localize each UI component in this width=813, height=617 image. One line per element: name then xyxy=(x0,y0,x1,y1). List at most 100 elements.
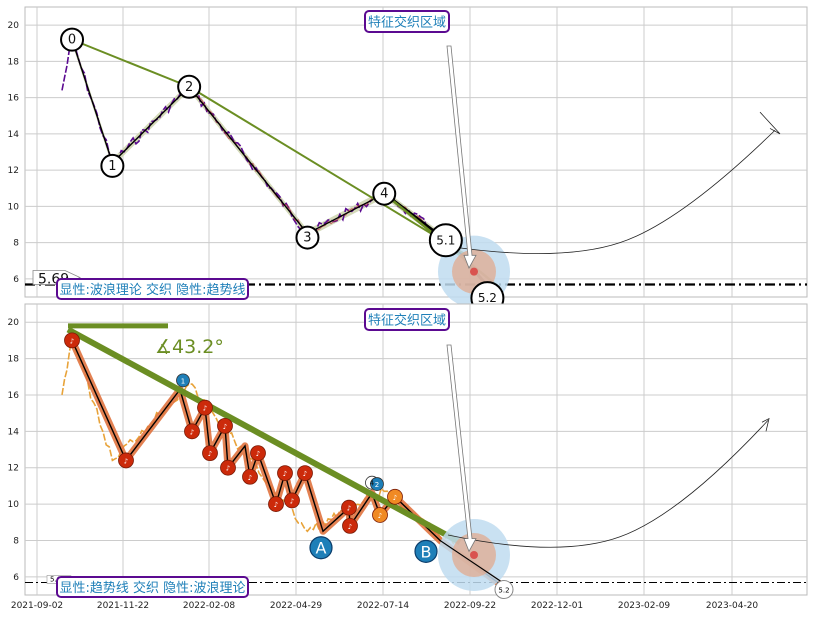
wave-small-label: 4 xyxy=(370,480,375,488)
signal-bubble-glyph: ♪ xyxy=(348,523,352,531)
method-label-frame xyxy=(56,278,249,300)
x-tick-label: 2023-04-20 xyxy=(706,601,759,611)
wave-small-label: 2 xyxy=(375,481,379,489)
y-tick-label: 18 xyxy=(8,355,20,365)
signal-bubble xyxy=(250,445,266,462)
signal-bubble xyxy=(64,332,80,349)
wave-end-marker xyxy=(494,580,514,600)
signal-bubble-glyph: ♪ xyxy=(393,494,397,502)
projection-curve xyxy=(447,420,769,548)
wave-segment xyxy=(111,86,190,164)
signal-bubble-glyph: ♪ xyxy=(274,501,278,509)
target-dot xyxy=(470,550,478,559)
y-tick-label: 8 xyxy=(13,239,19,249)
price-line xyxy=(61,336,455,545)
x-tick-label: 2022-12-01 xyxy=(531,601,583,611)
signal-bubble xyxy=(342,517,358,534)
signal-bubble xyxy=(387,488,403,505)
top-panel-y-ticks: 6 8 10 12 14 16 18 20 xyxy=(8,21,20,285)
point-marker xyxy=(414,539,438,563)
y-tick-label: 6 xyxy=(13,573,19,583)
wave-small-label: 1 xyxy=(181,377,185,385)
wave-small-marker xyxy=(370,477,384,491)
signal-bubble xyxy=(118,452,134,469)
pointer-arrow xyxy=(446,45,477,269)
wave-small-marker xyxy=(176,373,190,388)
wave-point-label: 1 xyxy=(108,159,116,174)
x-axis-labels: 2021-09-02 2021-11-22 2022-02-08 2022-04-29… xyxy=(11,601,759,611)
x-tick-label: 2021-09-02 xyxy=(11,601,63,611)
signal-bubble xyxy=(372,507,388,523)
signal-bubble-glyph: ♪ xyxy=(283,470,287,478)
y-tick-label: 20 xyxy=(8,21,20,31)
signal-bubble xyxy=(277,465,293,482)
y-tick-label: 18 xyxy=(8,57,20,67)
wave-segment xyxy=(188,86,308,235)
trend-line-upper-a xyxy=(71,38,190,88)
wave-point-marker xyxy=(177,74,202,99)
signal-bubble xyxy=(284,492,300,509)
signal-bubble xyxy=(268,496,284,512)
signal-bubble xyxy=(197,399,213,416)
projection-arrow-head xyxy=(759,111,781,135)
method-label-frame xyxy=(56,576,249,598)
trend-line-upper-b xyxy=(188,85,471,258)
method-label: 显性:波浪理论 交织 隐性:趋势线 xyxy=(59,282,245,298)
signal-bubble-glyph: ♪ xyxy=(190,428,194,436)
signal-bubble-glyph: ♪ xyxy=(223,423,227,431)
top-panel-marks xyxy=(25,27,807,316)
wave-point-label: 0 xyxy=(68,33,76,48)
bottom-panel-marks: ♪ ♪ ♪ ♪ ♪ ♪ ♪ ♪ ♪ ♪ ♪ ♪ ♪ ♪ ♪ ♪ ♪ xyxy=(25,323,807,600)
y-tick-label: 20 xyxy=(8,318,20,328)
signal-bubble xyxy=(202,445,218,462)
wave-point-label: 5.2 xyxy=(478,291,497,305)
point-marker-label: B xyxy=(421,542,432,561)
wave-point-label: 2 xyxy=(185,80,193,95)
target-dot xyxy=(470,267,478,276)
signal-bubble-glyph: ♪ xyxy=(347,505,351,513)
signal-bubble xyxy=(220,459,236,476)
x-tick-label: 2022-04-29 xyxy=(270,601,323,611)
wave-point-marker xyxy=(60,27,85,52)
signal-bubble-glyph: ♪ xyxy=(124,457,128,465)
y-tick-label: 10 xyxy=(8,500,20,510)
x-tick-label: 2021-11-22 xyxy=(97,601,149,611)
signal-bubble xyxy=(217,417,233,434)
wave-point-label: 3 xyxy=(303,231,311,246)
wave-segment xyxy=(71,39,114,164)
signal-bubble xyxy=(297,465,313,482)
feature-zone-label: 特征交织区域 xyxy=(368,313,446,329)
feature-zone-label-frame xyxy=(364,10,450,33)
signal-bubble xyxy=(341,499,357,516)
signal-bubble-glyph: ♪ xyxy=(70,337,74,345)
y-tick-label: 12 xyxy=(8,464,19,474)
signal-bubble-glyph: ♪ xyxy=(290,497,294,505)
method-label: 显性:趋势线 交织 隐性:波浪理论 xyxy=(59,580,245,596)
signal-bubble-glyph: ♪ xyxy=(208,450,212,458)
y-tick-label: 16 xyxy=(8,391,20,401)
signal-bubble-glyph: ♪ xyxy=(256,450,260,458)
y-tick-label: 14 xyxy=(8,427,20,437)
signal-bubble xyxy=(242,468,258,485)
wave-point-marker xyxy=(372,181,397,206)
point-marker-label: A xyxy=(316,539,327,558)
signal-bubble-glyph: ♪ xyxy=(303,470,307,478)
point-marker xyxy=(309,536,333,560)
wave-end-label: 5.2 xyxy=(498,587,509,595)
signal-bubble-glyph: ♪ xyxy=(226,465,230,473)
signal-bubble-glyph: ♪ xyxy=(248,474,252,482)
wave-tail xyxy=(439,539,506,585)
y-tick-label: 8 xyxy=(13,536,19,546)
signal-bubble xyxy=(184,423,200,440)
trend-angle-label: ∡43.2° xyxy=(155,336,224,358)
pointer-arrow xyxy=(446,344,477,553)
x-tick-label: 2022-07-14 xyxy=(357,601,410,611)
signal-bubble-glyph: ♪ xyxy=(378,512,382,520)
y-tick-label: 16 xyxy=(8,94,20,104)
wave-point-marker xyxy=(428,223,463,258)
bottom-panel-y-ticks: 6 8 10 12 14 16 18 20 xyxy=(8,318,20,583)
wave-segment xyxy=(307,193,385,235)
